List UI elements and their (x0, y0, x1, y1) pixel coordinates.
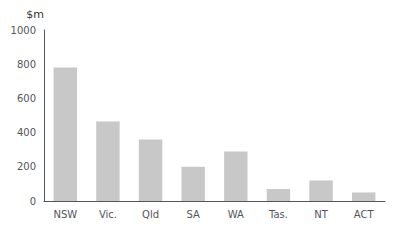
svg-text:Qld: Qld (142, 209, 159, 220)
svg-text:WA: WA (228, 209, 244, 220)
svg-text:ACT: ACT (354, 209, 375, 220)
svg-text:1000: 1000 (11, 25, 36, 36)
svg-text:NT: NT (314, 209, 328, 220)
svg-text:Vic.: Vic. (99, 209, 117, 220)
svg-text:600: 600 (17, 93, 36, 104)
svg-text:200: 200 (17, 161, 36, 172)
svg-text:NSW: NSW (53, 209, 77, 220)
svg-text:$m: $m (26, 8, 44, 21)
svg-text:SA: SA (187, 209, 201, 220)
svg-text:0: 0 (30, 196, 36, 207)
svg-text:800: 800 (17, 59, 36, 70)
svg-text:Tas.: Tas. (268, 209, 288, 220)
svg-text:400: 400 (17, 127, 36, 138)
